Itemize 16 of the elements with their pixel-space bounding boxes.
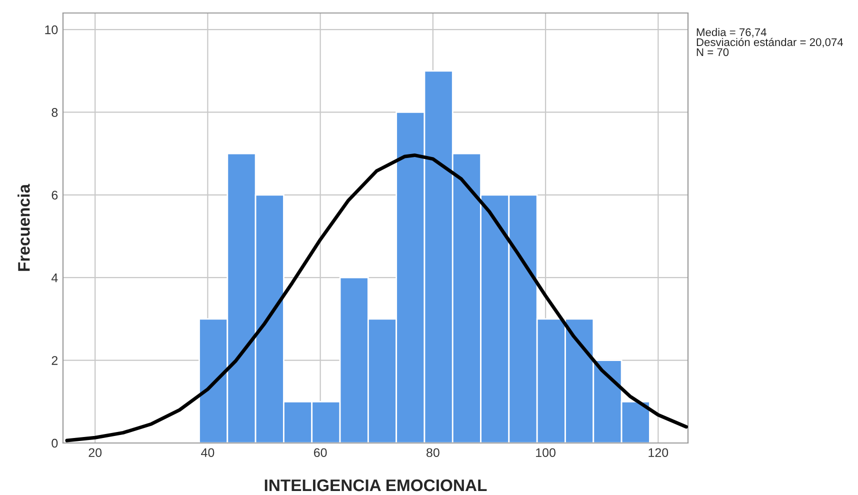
x-tick-label: 60 (314, 448, 327, 458)
y-tick-label: 2 (52, 356, 58, 365)
x-tick-label: 40 (201, 448, 214, 458)
y-tick-label: 10 (45, 25, 58, 34)
text: Media = 76,74 Desviación estándar = 20,074 N = 70 (696, 28, 843, 56)
y-axis-title: Frecuencia (18, 184, 30, 271)
x-tick-label: 120 (648, 448, 668, 458)
y-tick-label: 4 (51, 274, 58, 282)
line-series (65, 153, 688, 442)
x-tick-label: 80 (426, 448, 440, 458)
x-tick-label: 20 (88, 448, 102, 458)
x-axis-title: INTELIGENCIA EMOCIONAL (264, 479, 487, 492)
y-tick-label: 6 (52, 190, 58, 200)
y-tick-label: 0 (52, 438, 58, 448)
y-tick-label: 8 (52, 108, 58, 117)
x-tick-label: 100 (536, 448, 556, 458)
